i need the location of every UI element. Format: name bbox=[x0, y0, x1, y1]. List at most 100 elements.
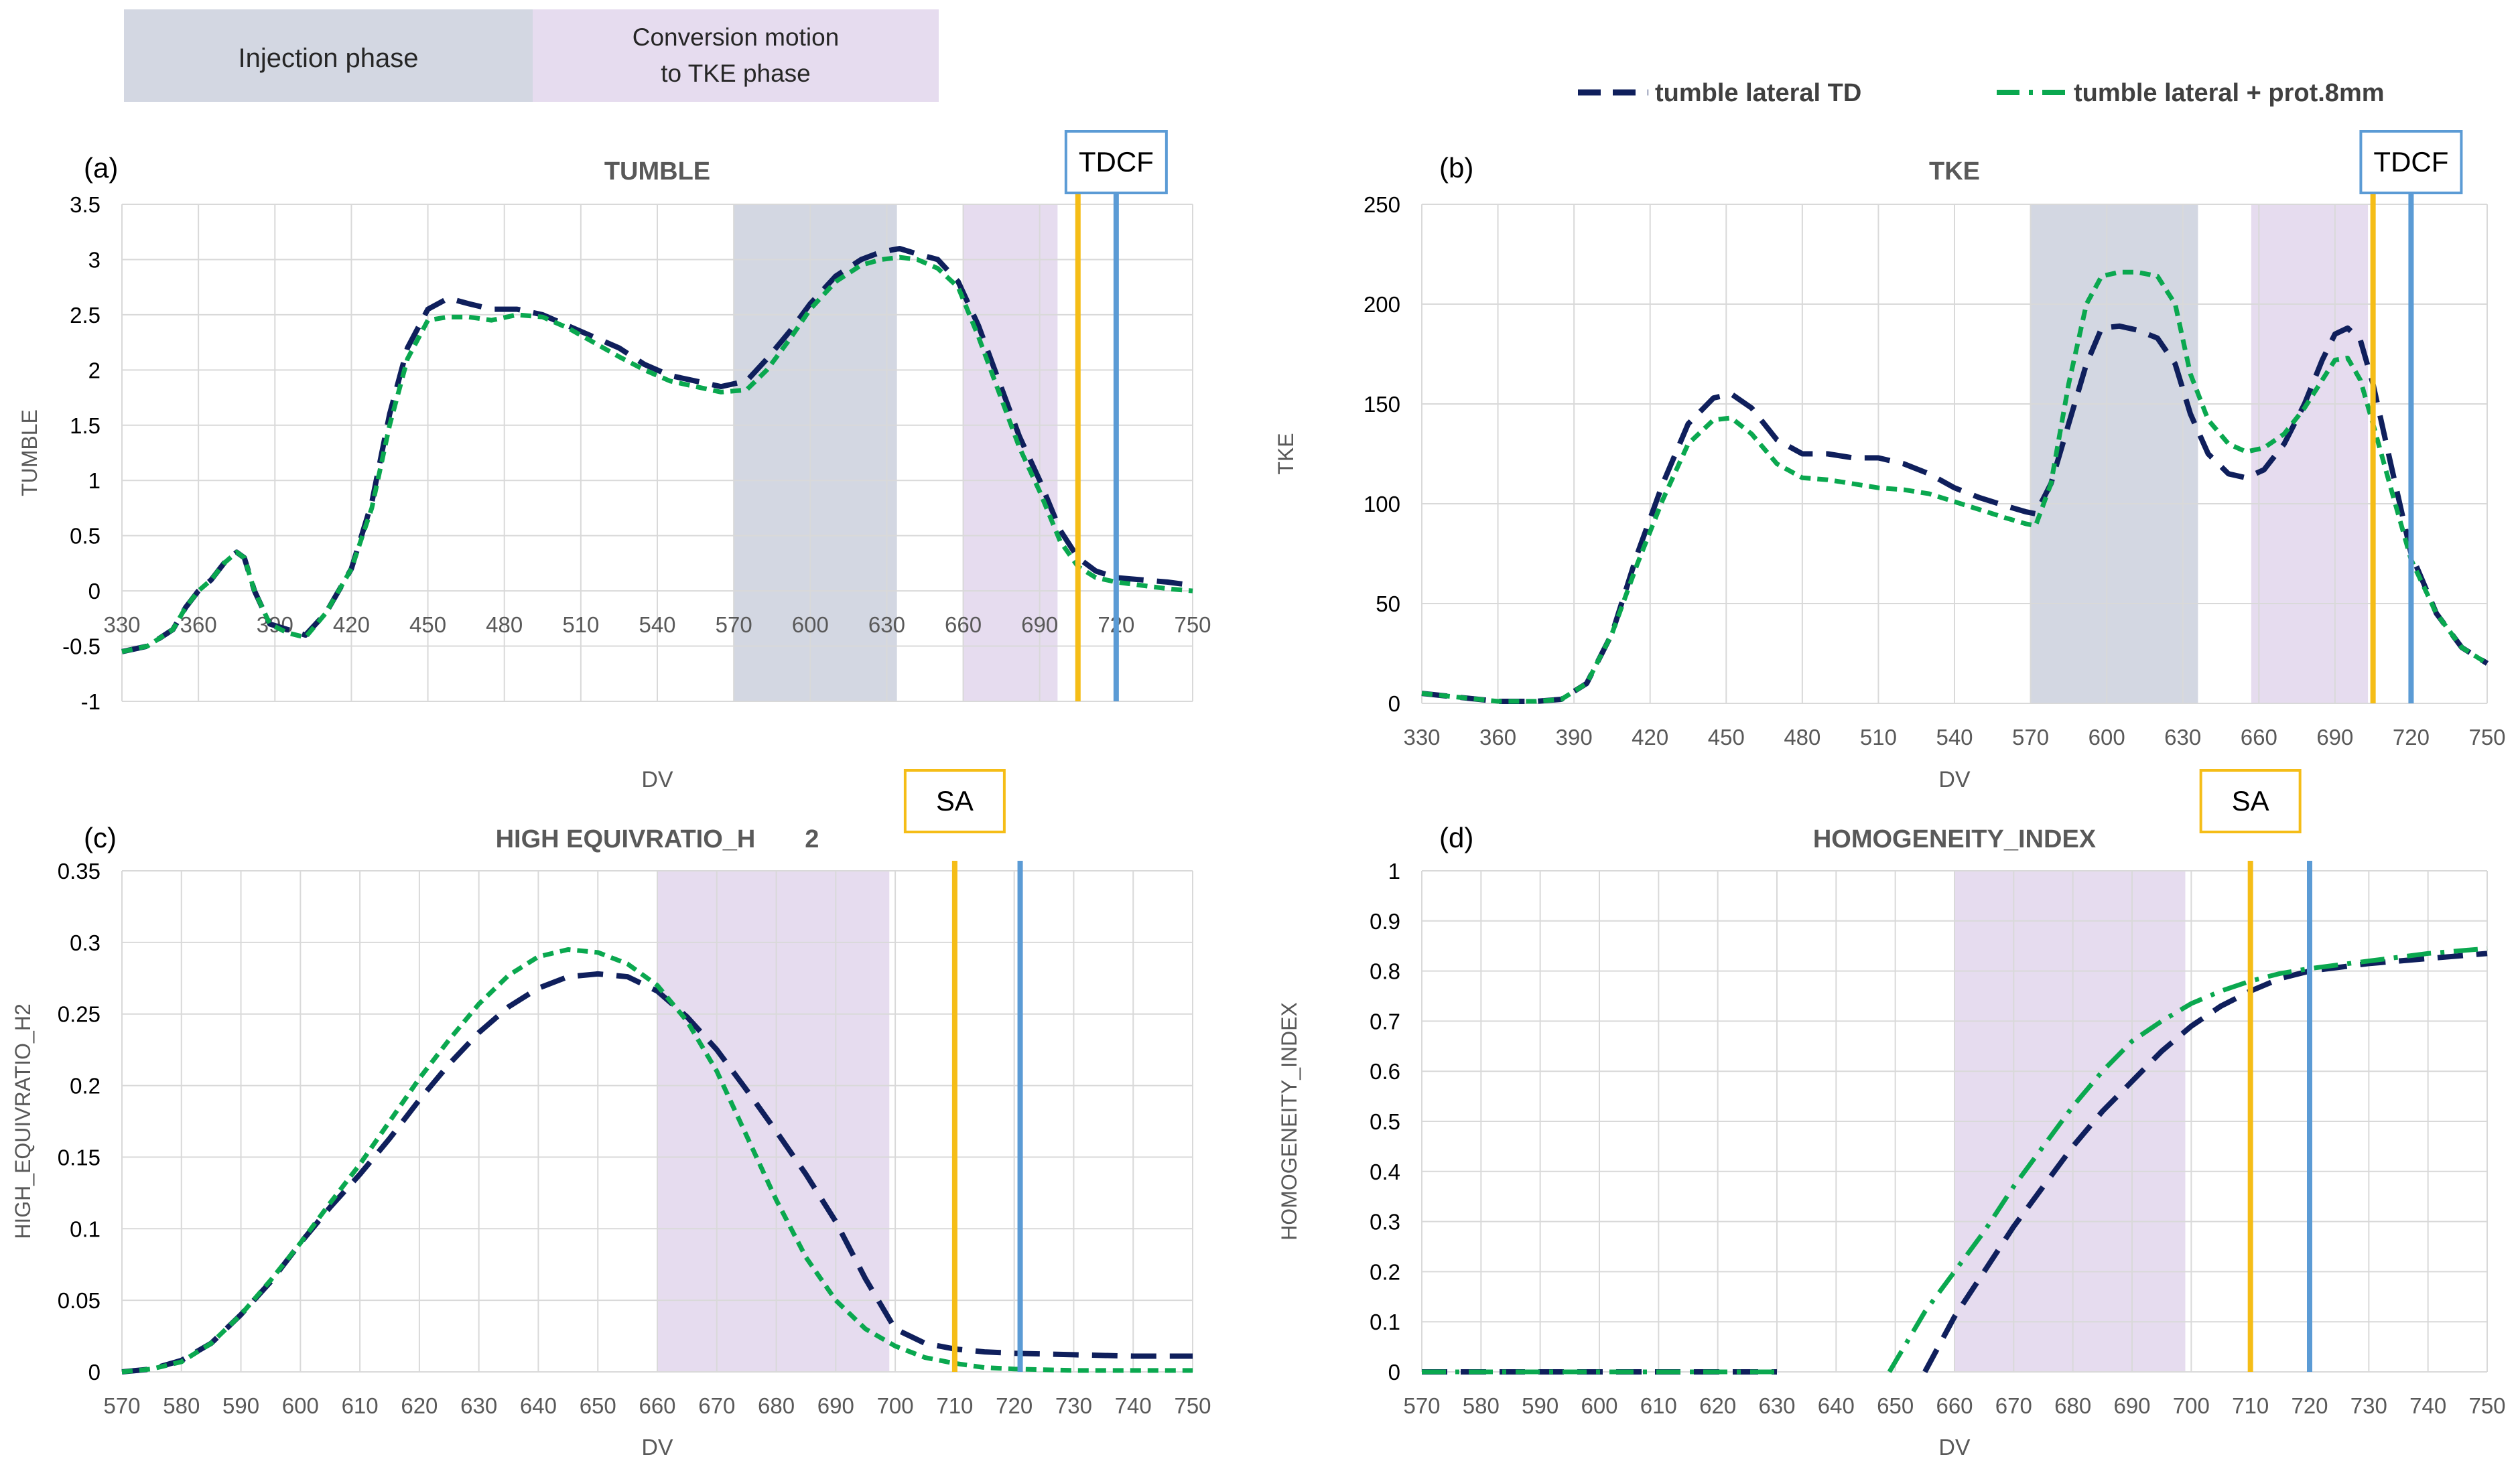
x-tick-label: 450 bbox=[409, 612, 446, 637]
x-tick-label: 600 bbox=[2088, 725, 2125, 750]
x-tick-label: 680 bbox=[758, 1393, 795, 1418]
x-tick-label: 750 bbox=[2468, 1393, 2505, 1418]
x-tick-label: 680 bbox=[2054, 1393, 2091, 1418]
x-tick-label: 600 bbox=[1581, 1393, 1617, 1418]
x-tick-label: 630 bbox=[460, 1393, 497, 1418]
x-tick-label: 670 bbox=[698, 1393, 735, 1418]
x-tick-label: 660 bbox=[1936, 1393, 1973, 1418]
legend-label-series1: tumble lateral TD bbox=[1655, 79, 1861, 107]
x-tick-label: 630 bbox=[1758, 1393, 1795, 1418]
y-tick-label: 250 bbox=[1364, 192, 1400, 217]
y-tick-label: 0.8 bbox=[1370, 959, 1400, 984]
y-tick-label: 0.4 bbox=[1370, 1160, 1400, 1184]
sa-marker-box bbox=[2199, 769, 2302, 833]
y-tick-label: 100 bbox=[1364, 492, 1400, 516]
x-tick-label: 650 bbox=[1877, 1393, 1914, 1418]
x-tick-label: 720 bbox=[2393, 725, 2430, 750]
conversion-phase-band bbox=[2251, 204, 2369, 703]
x-tick-label: 750 bbox=[1174, 1393, 1211, 1418]
conversion-phase-label-line1: Conversion motion bbox=[633, 23, 839, 51]
y-tick-label: 200 bbox=[1364, 292, 1400, 317]
series-line-series2 bbox=[121, 947, 1193, 1375]
x-tick-label: 600 bbox=[282, 1393, 319, 1418]
chart-title: TUMBLE bbox=[604, 157, 710, 186]
y-tick-label: 0 bbox=[1388, 691, 1400, 716]
x-tick-label: 650 bbox=[580, 1393, 616, 1418]
x-tick-label: 510 bbox=[562, 612, 599, 637]
x-tick-label: 670 bbox=[1995, 1393, 2032, 1418]
y-tick-label: 0.05 bbox=[58, 1288, 101, 1313]
panel-label: (c) bbox=[84, 822, 117, 853]
x-tick-label: 750 bbox=[2468, 725, 2505, 750]
y-tick-label: 0.1 bbox=[70, 1216, 101, 1241]
x-tick-label: 740 bbox=[2409, 1393, 2446, 1418]
x-axis-label: DV bbox=[1938, 1435, 1971, 1460]
chart-title: HIGH EQUIVRATIO_H 2 bbox=[496, 825, 819, 853]
x-tick-label: 360 bbox=[1479, 725, 1516, 750]
x-tick-label: 570 bbox=[2012, 725, 2049, 750]
x-tick-label: 330 bbox=[103, 612, 140, 637]
y-tick-label: 1 bbox=[1388, 859, 1400, 884]
x-tick-label: 590 bbox=[1522, 1393, 1559, 1418]
conversion-phase-band bbox=[963, 204, 1058, 701]
chart-title: HOMOGENEITY_INDEX bbox=[1813, 825, 2097, 853]
x-tick-label: 420 bbox=[1632, 725, 1668, 750]
x-tick-label: 540 bbox=[1936, 725, 1973, 750]
y-tick-label: -0.5 bbox=[62, 634, 101, 659]
y-tick-label: 0.2 bbox=[70, 1074, 101, 1099]
x-tick-label: 570 bbox=[716, 612, 752, 637]
y-tick-label: 0 bbox=[88, 579, 101, 604]
chart-panel-2: 330 360 390 420 450 480 510 540 570 600 630 660 690 7… bbox=[1274, 130, 2506, 792]
chart-panel-4: 570 580 590 600 610 620 630 640 650 660 670 680 690 7… bbox=[1277, 769, 2506, 1460]
y-tick-label: 0.5 bbox=[1370, 1109, 1400, 1134]
tdcf-marker-box bbox=[1064, 130, 1168, 194]
series-line-series1 bbox=[121, 971, 1193, 1375]
series-line-series2 bbox=[121, 255, 1193, 654]
x-tick-label: 660 bbox=[945, 612, 982, 637]
panel-label: (d) bbox=[1439, 822, 1473, 853]
x-tick-label: 720 bbox=[996, 1393, 1033, 1418]
x-tick-label: 730 bbox=[1055, 1393, 1092, 1418]
y-tick-label: 0.35 bbox=[58, 859, 101, 884]
y-tick-label: 150 bbox=[1364, 392, 1400, 417]
x-axis-label: DV bbox=[1938, 767, 1971, 792]
y-tick-label: 1.5 bbox=[70, 413, 101, 438]
x-axis-label: DV bbox=[641, 1435, 673, 1460]
chart-panel-3: 570 580 590 600 610 620 630 640 650 660 670 680 690 7… bbox=[11, 769, 1211, 1460]
x-tick-label: 610 bbox=[342, 1393, 379, 1418]
x-tick-label: 330 bbox=[1403, 725, 1440, 750]
x-tick-label: 450 bbox=[1708, 725, 1745, 750]
y-tick-label: 0.3 bbox=[1370, 1210, 1400, 1235]
x-tick-label: 690 bbox=[1021, 612, 1058, 637]
x-tick-label: 360 bbox=[180, 612, 217, 637]
series-line-series2 bbox=[1421, 269, 2489, 704]
x-tick-label: 570 bbox=[1403, 1393, 1440, 1418]
sa-marker-box bbox=[903, 769, 1006, 833]
x-tick-label: 710 bbox=[2232, 1393, 2269, 1418]
series-line-series1 bbox=[1922, 951, 2488, 1373]
y-tick-label: 0 bbox=[88, 1360, 101, 1385]
injection-phase-band bbox=[734, 204, 897, 701]
y-axis-label: HOMOGENEITY_INDEX bbox=[1277, 1002, 1301, 1241]
y-tick-label: 2 bbox=[88, 358, 101, 382]
x-tick-label: 720 bbox=[2291, 1393, 2328, 1418]
x-tick-label: 630 bbox=[868, 612, 905, 637]
x-tick-label: 620 bbox=[1699, 1393, 1736, 1418]
y-tick-label: 2.5 bbox=[70, 303, 101, 328]
x-tick-label: 690 bbox=[817, 1393, 854, 1418]
y-tick-label: 0.7 bbox=[1370, 1009, 1400, 1034]
y-tick-label: -1 bbox=[81, 689, 101, 714]
y-tick-label: 3 bbox=[88, 247, 101, 272]
y-tick-label: 0.2 bbox=[1370, 1259, 1400, 1284]
y-tick-label: 0.25 bbox=[58, 1002, 101, 1027]
injection-phase-label: Injection phase bbox=[238, 44, 418, 73]
y-tick-label: 0.15 bbox=[58, 1145, 101, 1170]
x-tick-label: 700 bbox=[877, 1393, 914, 1418]
panel-label: (a) bbox=[84, 152, 118, 184]
series-line-series2 bbox=[1887, 946, 2488, 1373]
legend-label-series2: tumble lateral + prot.8mm bbox=[2074, 79, 2385, 107]
x-tick-label: 660 bbox=[639, 1393, 675, 1418]
legend: tumble lateral TD tumble lateral + prot.… bbox=[1578, 79, 2385, 107]
y-tick-label: 1 bbox=[88, 468, 101, 493]
injection-phase-box bbox=[124, 9, 533, 102]
